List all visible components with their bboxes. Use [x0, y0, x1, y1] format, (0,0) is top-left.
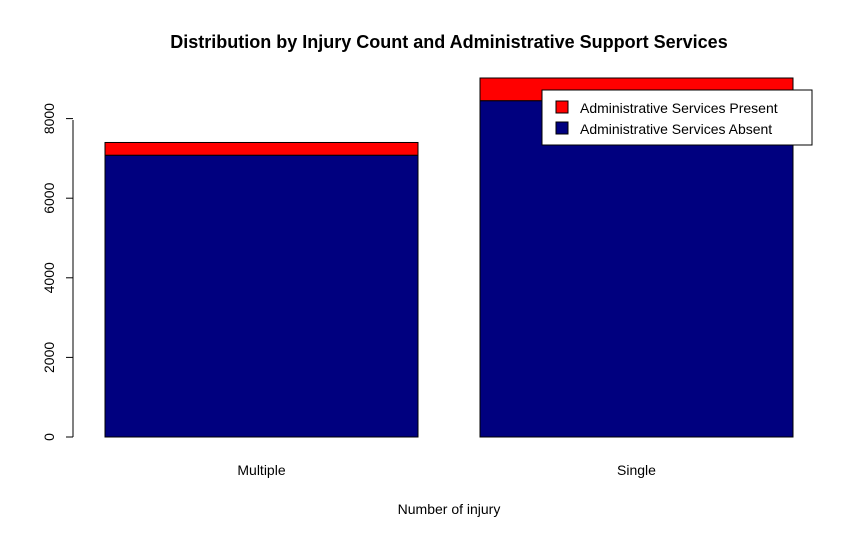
y-tick-label-6000: 6000: [41, 182, 57, 213]
x-tick-label-single: Single: [617, 462, 656, 478]
bar-multiple-present: [104, 141, 419, 156]
y-tick-label-8000: 8000: [41, 103, 57, 134]
legend-swatch-absent: [555, 121, 569, 135]
legend: Administrative Services Present Administ…: [541, 89, 813, 146]
x-tick-label-multiple: Multiple: [237, 462, 285, 478]
y-tick-label-0: 0: [41, 433, 57, 441]
bar-single-absent: [479, 100, 794, 438]
chart-title: Distribution by Injury Count and Adminis…: [170, 32, 727, 52]
y-tick-label-4000: 4000: [41, 262, 57, 293]
legend-box: [541, 89, 813, 146]
x-axis-label: Number of injury: [398, 501, 501, 517]
x-tick-labels: Multiple Single: [237, 462, 656, 478]
bars-layer: [104, 77, 794, 438]
bar-multiple-absent: [104, 154, 419, 438]
legend-swatch-present: [555, 100, 569, 114]
legend-label-present: Administrative Services Present: [580, 100, 778, 116]
y-axis: 0 2000 4000 6000 8000: [41, 103, 74, 441]
legend-label-absent: Administrative Services Absent: [580, 121, 772, 137]
y-tick-label-2000: 2000: [41, 342, 57, 373]
